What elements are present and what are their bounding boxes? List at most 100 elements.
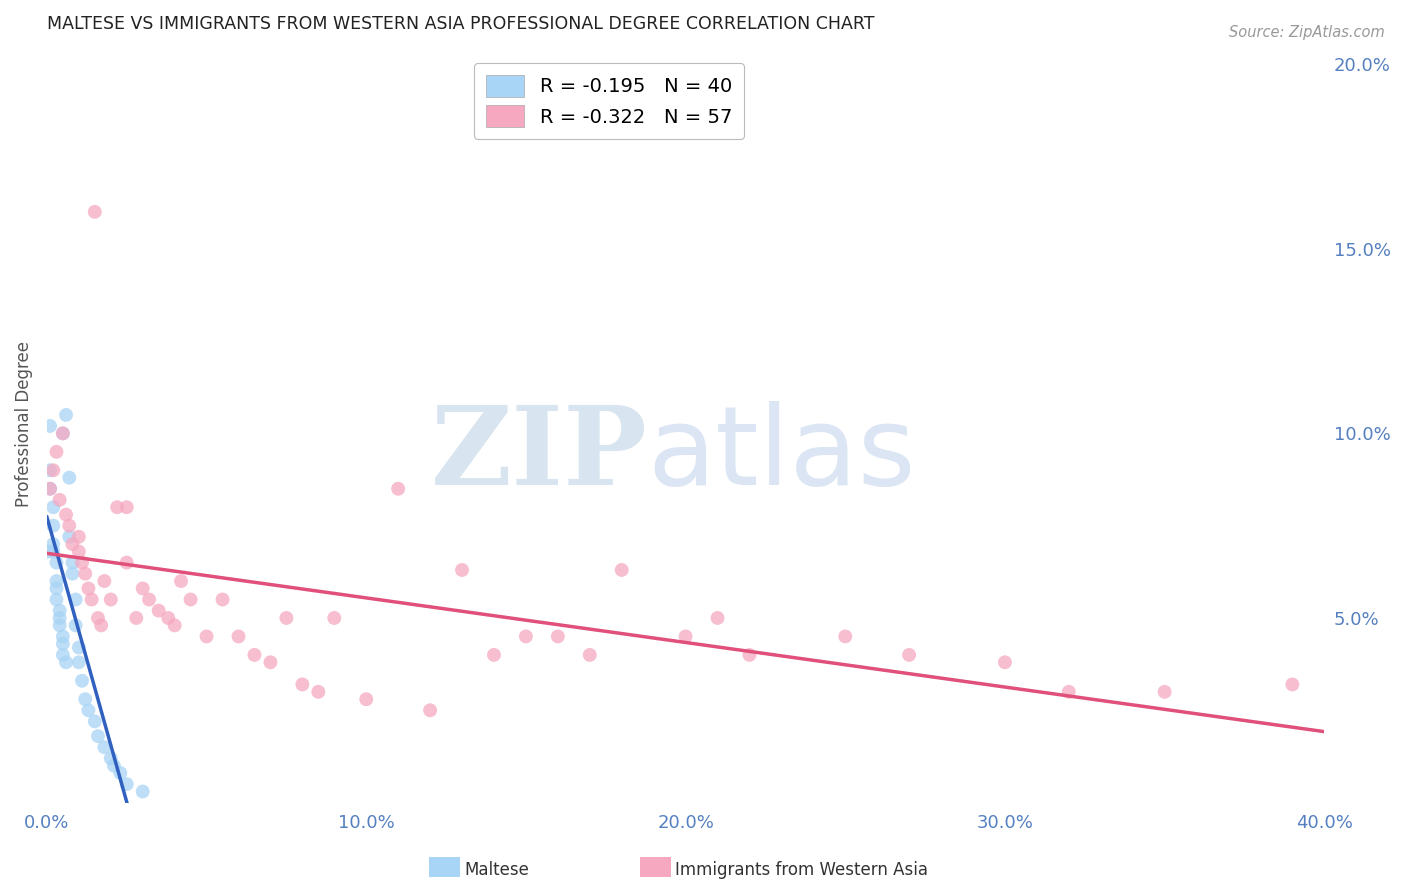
Point [93,740,115,755]
Point [55,408,77,422]
Point [307,685,329,699]
Point [83,204,105,219]
Point [211,592,233,607]
Legend: R = -0.195   N = 40, R = -0.322   N = 57: R = -0.195 N = 40, R = -0.322 N = 57 [474,63,744,139]
Point [58,530,80,544]
Point [195,629,218,643]
Point [451,563,474,577]
Point [39,419,62,434]
Point [45,574,67,588]
Point [65,618,87,632]
Point [148,604,170,618]
Point [115,500,138,515]
Point [42,463,65,477]
Point [578,648,600,662]
Point [70,556,93,570]
Point [482,648,505,662]
Point [1153,685,1175,699]
Point [67,544,90,558]
Point [243,648,266,662]
Point [62,566,84,581]
Point [105,500,128,515]
Point [39,463,62,477]
Point [58,518,80,533]
Point [259,655,281,669]
Point [834,629,856,643]
Point [100,592,122,607]
Point [180,592,202,607]
Point [37,544,59,558]
Point [354,692,377,706]
Point [387,482,409,496]
Point [52,629,75,643]
Point [58,471,80,485]
Point [157,611,180,625]
Point [67,640,90,655]
Point [52,426,75,441]
Point [131,784,153,798]
Point [131,582,153,596]
Point [93,574,115,588]
Point [77,582,100,596]
Point [706,611,728,625]
Point [228,629,250,643]
Point [1281,677,1303,691]
Point [75,566,97,581]
Point [675,629,697,643]
Point [52,648,75,662]
Point [80,592,103,607]
Point [323,611,346,625]
Point [83,714,105,729]
Point [547,629,569,643]
Point [515,629,537,643]
Point [75,692,97,706]
Point [42,537,65,551]
Point [42,544,65,558]
Point [115,777,138,791]
Point [42,500,65,515]
Point [1057,685,1080,699]
Point [48,604,70,618]
Point [45,592,67,607]
Point [52,426,75,441]
Text: Maltese: Maltese [464,861,529,879]
Point [65,592,87,607]
Point [276,611,298,625]
Point [87,611,110,625]
Y-axis label: Professional Degree: Professional Degree [15,341,32,508]
Text: MALTESE VS IMMIGRANTS FROM WESTERN ASIA PROFESSIONAL DEGREE CORRELATION CHART: MALTESE VS IMMIGRANTS FROM WESTERN ASIA … [46,15,875,33]
Point [87,729,110,743]
Point [67,655,90,669]
Point [45,445,67,459]
Point [62,537,84,551]
Point [163,618,186,632]
Point [48,611,70,625]
Point [48,618,70,632]
Point [115,556,138,570]
Text: Source: ZipAtlas.com: Source: ZipAtlas.com [1229,25,1385,40]
Point [39,482,62,496]
Point [103,758,125,772]
Point [90,618,112,632]
Text: ZIP: ZIP [430,401,647,508]
Point [738,648,761,662]
Point [125,611,148,625]
Point [170,574,193,588]
Point [70,673,93,688]
Point [898,648,921,662]
Text: Immigrants from Western Asia: Immigrants from Western Asia [675,861,928,879]
Point [45,582,67,596]
Point [48,492,70,507]
Point [138,592,160,607]
Point [45,556,67,570]
Point [100,751,122,765]
Point [39,482,62,496]
Point [610,563,633,577]
Point [110,766,132,780]
Point [67,530,90,544]
Point [62,556,84,570]
Point [419,703,441,717]
Point [291,677,314,691]
Text: atlas: atlas [647,401,915,508]
Point [52,637,75,651]
